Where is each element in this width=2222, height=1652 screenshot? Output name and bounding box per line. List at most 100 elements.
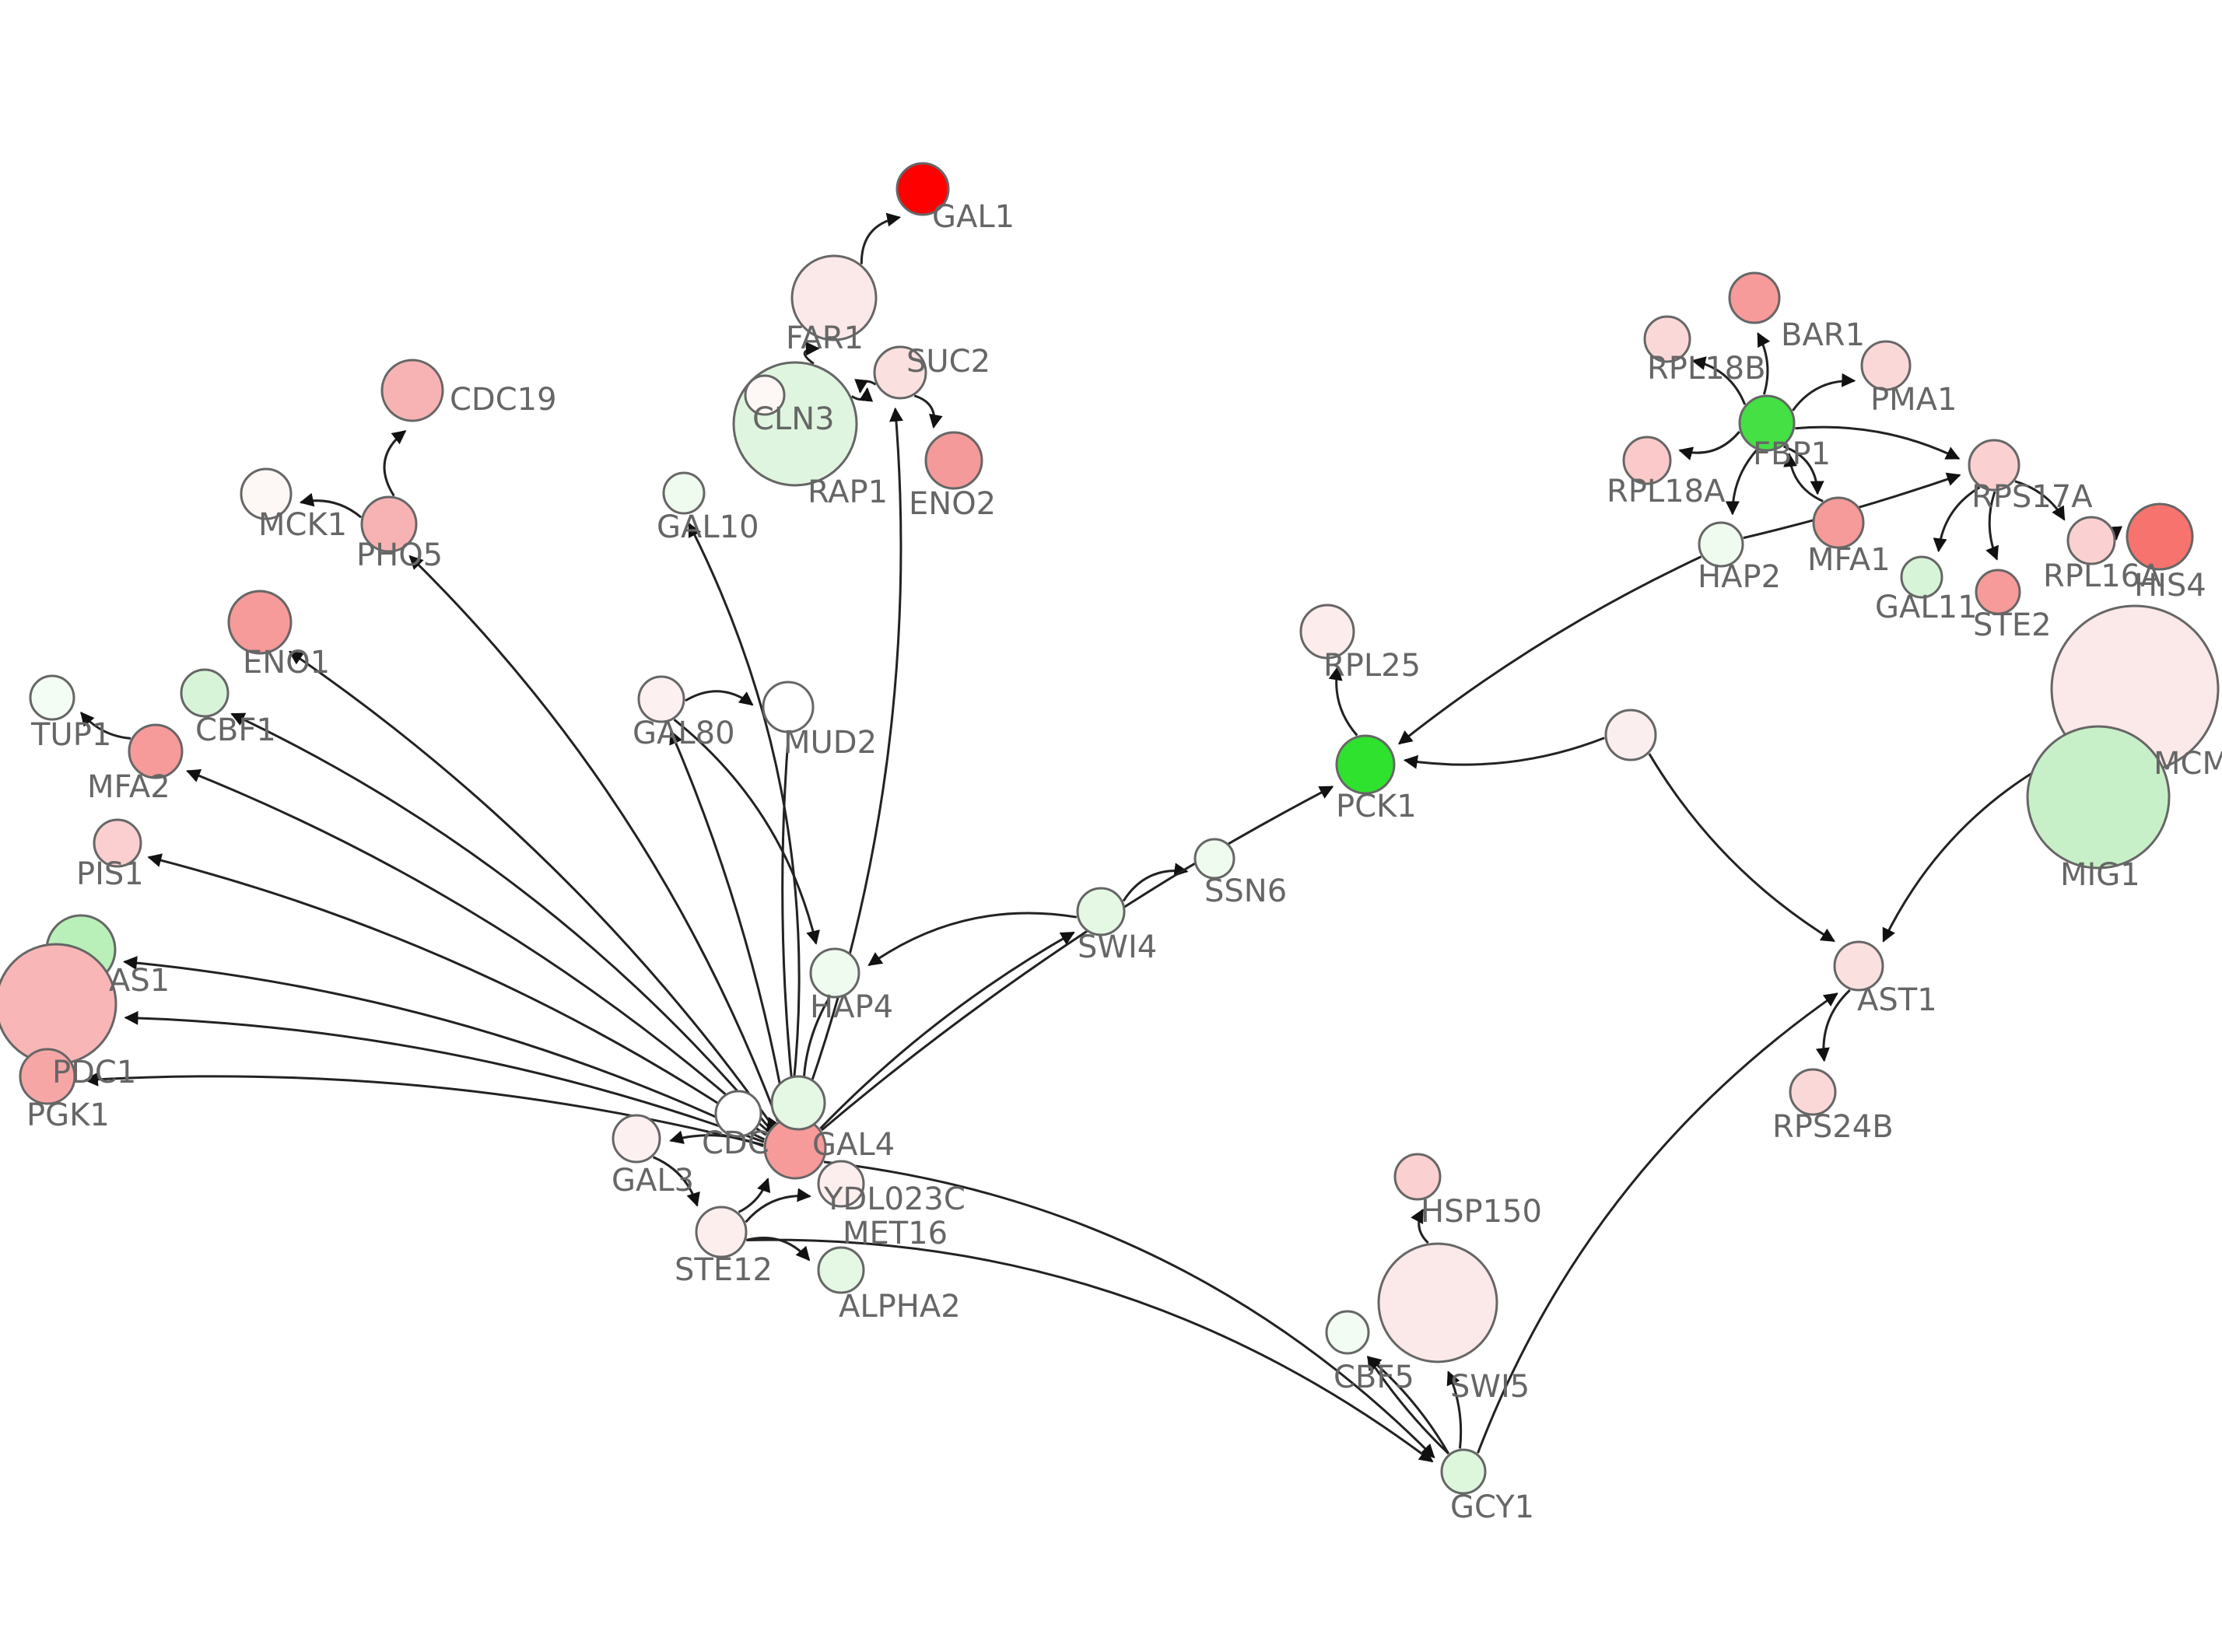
node-swi4[interactable]: [1076, 887, 1126, 936]
edge-gal3-to-ste12[interactable]: [652, 1156, 700, 1207]
node-ste12[interactable]: [695, 1206, 748, 1258]
edge-gal80-to-mud2[interactable]: [685, 690, 754, 706]
node-mfa2[interactable]: [128, 723, 184, 779]
edge-gal4-to-cdc_unlbl[interactable]: [766, 1116, 780, 1132]
edge-gal4-to-pck1[interactable]: [821, 786, 1334, 1132]
node-cbf5[interactable]: [1325, 1310, 1370, 1355]
edge-rps17a-to-ste2[interactable]: [1985, 491, 1999, 561]
edge-fbp1-to-pma1[interactable]: [1792, 373, 1856, 411]
node-eno2[interactable]: [924, 431, 983, 490]
edge-ste12-to-gcy1[interactable]: [746, 1238, 1434, 1463]
edge-gal4-to-pho5[interactable]: [408, 555, 780, 1122]
node-gal11[interactable]: [1900, 555, 1943, 599]
node-pgk1[interactable]: [19, 1048, 76, 1105]
edge-gal4-to-pgk1[interactable]: [83, 1072, 764, 1146]
edge-gal4-to-gal3[interactable]: [669, 1130, 764, 1147]
edge-fbp1-to-rps17a[interactable]: [1795, 425, 1961, 460]
node-rpl18b[interactable]: [1643, 315, 1691, 363]
node-rps17a[interactable]: [1968, 439, 2020, 492]
node-pho5[interactable]: [360, 495, 418, 553]
edge-gal4-to-suc2[interactable]: [798, 407, 903, 1117]
node-hap2[interactable]: [1698, 521, 1744, 568]
edge-far1-to-gal1[interactable]: [860, 212, 902, 264]
edge-gal4-to-gcy1[interactable]: [823, 1160, 1435, 1458]
node-far1[interactable]: [790, 254, 878, 341]
node-ssn6[interactable]: [1193, 838, 1235, 880]
node-mck1[interactable]: [240, 467, 293, 520]
node-cbf1[interactable]: [180, 668, 230, 718]
node-rps24b[interactable]: [1789, 1068, 1837, 1116]
edge-gal4-to-gal80[interactable]: [669, 730, 787, 1118]
node-rpl25[interactable]: [1299, 604, 1355, 660]
node-pma1[interactable]: [1860, 340, 1912, 391]
edge-fbp1-to-hap2[interactable]: [1725, 449, 1758, 516]
node-rpl18a[interactable]: [1622, 436, 1672, 485]
edge-suc2-to-cln3[interactable]: [854, 379, 877, 394]
node-gal80[interactable]: [637, 675, 685, 723]
node-his4[interactable]: [2126, 502, 2194, 571]
node-suc2[interactable]: [873, 345, 927, 400]
node-cdc19[interactable]: [380, 359, 444, 422]
node-hap4_up[interactable]: [770, 1075, 826, 1131]
edge-hub_mid-to-ast1[interactable]: [1648, 753, 1835, 943]
edge-mfa1-to-fbp1[interactable]: [1783, 452, 1824, 502]
edge-fbp1-to-mfa1[interactable]: [1783, 445, 1824, 495]
edge-hub_mid-to-pck1[interactable]: [1403, 737, 1605, 769]
node-gal3[interactable]: [612, 1114, 661, 1164]
edge-gcy1-to-cbf5[interactable]: [1366, 1356, 1449, 1455]
edge-rps17a-to-rpl16a[interactable]: [2014, 480, 2066, 521]
edge-swi5-to-hsp150[interactable]: [1411, 1208, 1429, 1244]
edge-gal80-to-hap4[interactable]: [673, 719, 820, 945]
edge-hap2-to-pck1[interactable]: [1397, 555, 1702, 745]
node-mig1[interactable]: [2026, 725, 2171, 870]
edge-cln3-to-far1[interactable]: [803, 341, 820, 365]
edge-fbp1-to-rpl18a[interactable]: [1678, 431, 1740, 460]
edge-swi4-to-ssn6[interactable]: [1122, 863, 1189, 902]
edge-gcy1-to-swi5[interactable]: [1446, 1370, 1463, 1449]
node-mud2[interactable]: [762, 681, 815, 733]
edge-fbp1-to-bar1[interactable]: [1757, 332, 1771, 395]
edge-suc2-to-eno2[interactable]: [913, 394, 943, 429]
edge-gal4-to-swi4[interactable]: [819, 931, 1075, 1129]
node-eno1[interactable]: [227, 590, 293, 655]
edge-ste12-to-met16_node[interactable]: [745, 1188, 811, 1223]
node-hap4[interactable]: [809, 947, 860, 999]
node-hub_mid[interactable]: [1604, 709, 1657, 761]
node-cdc_unlbl[interactable]: [714, 1090, 762, 1138]
node-hsp150[interactable]: [1393, 1153, 1442, 1201]
edge-gal4-to-mfa2[interactable]: [186, 768, 769, 1132]
node-tup1[interactable]: [29, 674, 75, 721]
edge-mud2-to-gal4[interactable]: [781, 733, 801, 1108]
edge-swi4-to-hap4[interactable]: [867, 912, 1078, 967]
node-ast1[interactable]: [1833, 940, 1884, 992]
edge-gal4-to-as1[interactable]: [123, 956, 766, 1141]
node-swi5[interactable]: [1377, 1242, 1498, 1363]
edge-gal4-to-pdc1[interactable]: [124, 1010, 765, 1143]
node-ste2[interactable]: [1975, 569, 2021, 615]
edge-pck1-to-rpl25[interactable]: [1328, 666, 1358, 737]
node-gal10[interactable]: [662, 471, 706, 515]
node-pdc1[interactable]: [0, 943, 117, 1066]
edge-gal4-to-cbf1[interactable]: [230, 712, 771, 1129]
edge-pho5-to-cdc19[interactable]: [383, 430, 407, 497]
edge-gal4-to-eno1[interactable]: [289, 650, 773, 1127]
edge-pho5-to-mck1[interactable]: [299, 492, 363, 519]
edge-fbp1-to-rpl18b[interactable]: [1691, 356, 1747, 405]
node-alpha2[interactable]: [817, 1246, 865, 1294]
edge-ast1-to-rps24b[interactable]: [1815, 989, 1851, 1062]
edge-gal4-to-pis1[interactable]: [147, 853, 767, 1136]
node-rap1_inner[interactable]: [744, 374, 786, 416]
node-met16_node[interactable]: [817, 1160, 865, 1208]
node-gcy1[interactable]: [1440, 1448, 1487, 1495]
node-bar1[interactable]: [1728, 271, 1781, 324]
edge-gal4-to-gal10[interactable]: [688, 522, 801, 1117]
edge-rps17a-to-gal11[interactable]: [1933, 486, 1981, 553]
node-pis1[interactable]: [93, 818, 142, 868]
edge-ste12-to-gal4[interactable]: [738, 1178, 771, 1213]
node-rpl16a[interactable]: [2066, 516, 2116, 565]
node-gal1[interactable]: [895, 162, 950, 216]
edge-mfa2-to-tup1[interactable]: [80, 711, 131, 740]
node-pck1[interactable]: [1335, 734, 1396, 795]
node-fbp1[interactable]: [1738, 394, 1796, 452]
edge-gcy1-to-ast1[interactable]: [1477, 992, 1838, 1454]
